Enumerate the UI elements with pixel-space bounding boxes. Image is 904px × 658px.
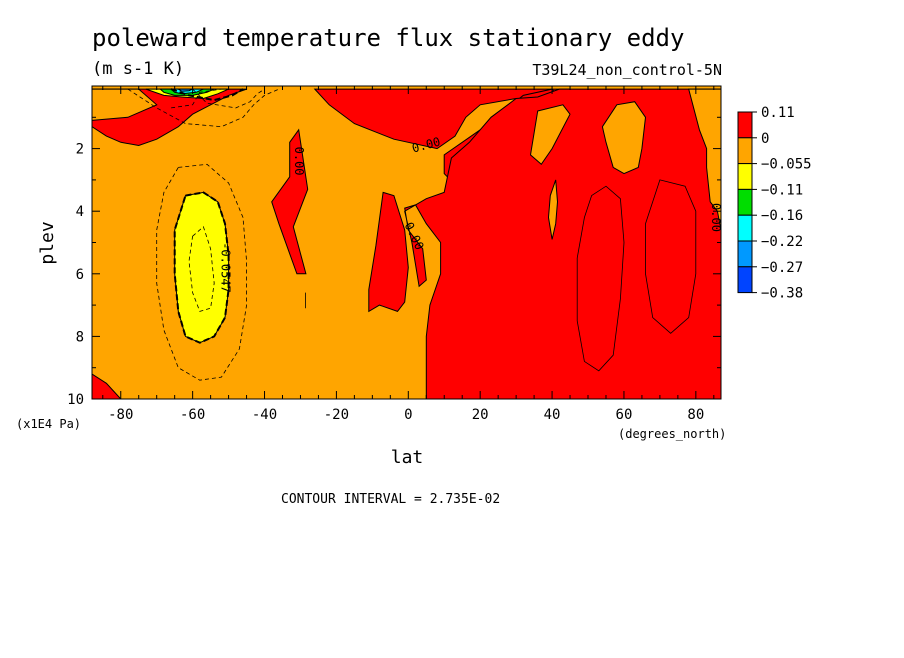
x-tick-label: 80	[687, 407, 704, 423]
contour-fill-cyan-16	[169, 88, 204, 95]
contour-line-8	[645, 179, 697, 334]
y-tick-label: 6	[76, 267, 84, 283]
contour-fill-red-2	[271, 128, 309, 275]
contour-line-4	[173, 191, 230, 344]
plot-area: 0.000.000.000.00-0.0547	[92, 86, 723, 399]
run-label: T39L24_non_control-5N	[532, 61, 722, 79]
contour-fill-orange-11	[688, 88, 721, 231]
colorbar-label: −0.27	[761, 260, 803, 276]
x-tick-label: -40	[252, 407, 277, 423]
contour-label-3: 0.00	[709, 203, 723, 232]
colorbar-swatch	[737, 137, 753, 165]
colorbar-swatch	[737, 214, 753, 242]
contour-line-2	[170, 88, 244, 102]
colorbar: 0.11 0 −0.055 −0.11 −0.16 −0.22 −0.27 −0.38	[737, 105, 812, 302]
x-tick-label: 0	[404, 407, 412, 423]
x-tick-label: 40	[544, 407, 561, 423]
contour-interval-note: CONTOUR INTERVAL = 2.735E-02	[281, 492, 500, 507]
y-tick-label: 2	[76, 142, 84, 158]
x-tick-label: -60	[180, 407, 205, 423]
colorbar-swatch	[737, 163, 753, 190]
contour-fill-red-7	[92, 373, 122, 399]
contour-line-7	[576, 185, 625, 372]
y-axis-units: (x1E4 Pa)	[16, 417, 81, 431]
contour-fill-red-6	[368, 191, 409, 313]
colorbar-label: −0.22	[761, 234, 803, 250]
x-axis-units: (degrees_north)	[618, 427, 726, 441]
contour-fill-orange-9	[601, 101, 647, 175]
x-tick-label: 20	[472, 407, 489, 423]
contour-line-1	[192, 88, 265, 109]
colorbar-label: −0.11	[761, 182, 803, 198]
colorbar-label: −0.055	[761, 157, 812, 173]
contour-label-0: 0.00	[292, 147, 306, 176]
contour-fill-red-5	[404, 88, 721, 399]
contour-fill-orange-10	[547, 179, 559, 240]
x-tick-label: -80	[108, 407, 133, 423]
contour-line-5	[156, 163, 247, 381]
colorbar-swatch	[737, 188, 753, 216]
chart-title: poleward temperature flux stationary edd…	[92, 24, 684, 52]
colorbar-label: −0.38	[761, 286, 803, 302]
colorbar-swatch	[737, 266, 753, 294]
x-axis-title: lat	[391, 447, 424, 468]
x-tick-label: 60	[616, 407, 633, 423]
contour-fill-blue-17	[176, 88, 193, 92]
y-tick-label: 8	[76, 329, 84, 345]
colorbar-label: 0	[761, 131, 769, 147]
x-tick-label: -20	[324, 407, 349, 423]
contour-line-6	[188, 226, 215, 312]
contour-label-4: -0.0547	[219, 242, 233, 293]
units-label: (m s-1 K)	[92, 59, 184, 79]
axes: -80 -60 -40 -20 0 20 40 60 80 2 4 6 8 10	[67, 86, 721, 423]
filled-contours	[92, 88, 721, 399]
contour-fill-orange-8	[529, 104, 571, 166]
colorbar-label: −0.16	[761, 208, 803, 224]
colorbar-swatch	[737, 111, 753, 139]
contour-lines	[127, 88, 697, 381]
colorbar-label: 0.11	[761, 105, 795, 121]
y-axis-title: plev	[37, 221, 58, 264]
y-tick-label: 10	[67, 392, 84, 408]
y-tick-label: 4	[76, 204, 84, 220]
contour-line-3	[171, 88, 222, 109]
contour-line-0	[127, 88, 280, 128]
colorbar-swatch	[737, 240, 753, 268]
